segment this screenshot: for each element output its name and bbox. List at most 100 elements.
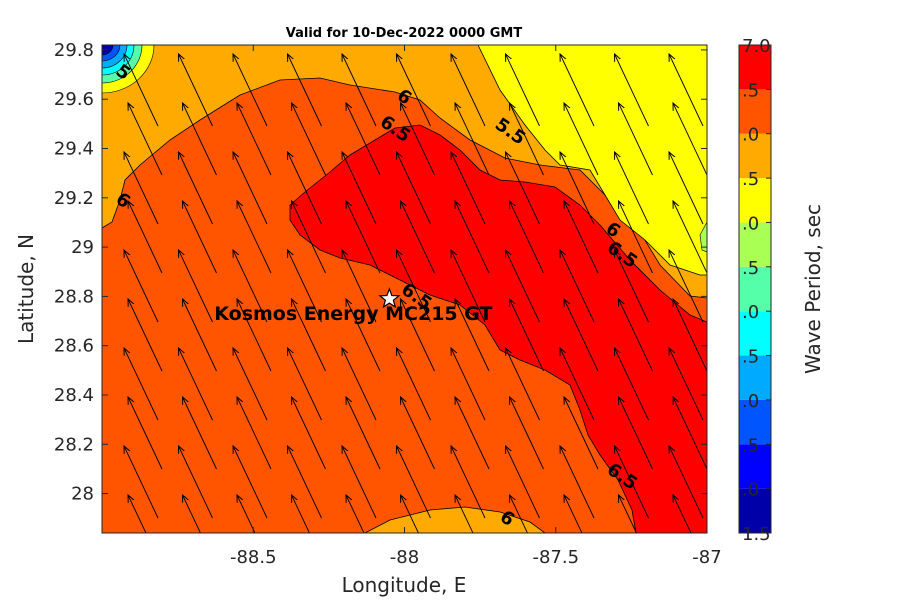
wave-arrow [619,397,653,470]
band-5.0-5.5 [477,45,707,276]
wave-arrow [124,446,159,519]
site-marker: Kosmos Energy MC215 GT [214,287,493,325]
wave-arrow [397,250,431,323]
wave-arrow [564,495,583,533]
wave-arrow [288,54,322,127]
wave-arrow [615,446,649,519]
wave-arrow [124,348,159,421]
wave-arrow [619,495,637,533]
colorbar: 1.5 .0 .5 .0 .5 .0 .5 .0 .5 .0 .5 7.0 [738,36,772,545]
wave-arrow [124,152,159,225]
wave-arrow [455,201,490,274]
colorbar-swatch [739,266,771,312]
wave-arrow [564,201,599,274]
y-tick-label: 28 [71,484,94,505]
colorbar-swatch [739,488,771,533]
wave-arrow [292,201,326,274]
x-tick-label: -88.5 [230,547,277,568]
colorbar-swatch [739,355,771,400]
wave-arrow [179,250,213,323]
colorbar-frame [738,44,772,534]
x-axis-ticks: -88.5 -88 -87.5 -87 [230,45,722,568]
colorbar-tick-label: .5 [742,347,759,368]
wave-arrow [237,201,272,274]
wave-arrow [397,348,431,421]
wave-arrow [183,397,217,470]
wave-arrow [401,495,419,533]
wave-arrow [179,152,213,225]
colorbar-tick-label: 7.0 [742,36,771,57]
wave-arrow [673,397,707,470]
chart-title: Valid for 10-Dec-2022 0000 GMT [286,26,523,41]
wave-arrow [673,495,692,533]
wave-arrow [510,495,528,533]
plot-area [102,45,707,533]
wave-arrow [397,446,431,519]
y-tick-label: 29.8 [54,40,94,61]
wave-arrow [560,348,595,421]
wave-arrow [455,397,490,470]
wave-arrow [128,397,163,470]
wave-arrow [346,201,381,274]
colorbar-tick-label: .0 [742,125,759,146]
wave-arrow [451,152,486,225]
site-label: Kosmos Energy MC215 GT [214,303,492,325]
wave-arrow [233,152,268,225]
wave-arrow [510,397,544,470]
wave-arrow [346,495,365,533]
colorbar-swatch [739,133,771,179]
wave-arrow [673,299,707,372]
wave-arrow [615,152,649,225]
y-tick-label: 28.8 [54,286,94,307]
wave-arrow [237,299,272,372]
wave-arrow [669,152,704,225]
colorbar-swatch [739,311,771,356]
band-5.5-6.0-south [364,506,546,533]
wave-arrow [673,201,707,274]
wave-arrow [506,250,540,323]
colorbar-tick-label: .5 [742,80,759,101]
wave-arrow [619,201,653,274]
wave-arrow [397,152,431,225]
wave-arrow [233,54,268,127]
wave-arrow [510,103,544,176]
wave-arrow [560,446,595,519]
wave-arrow [179,54,213,127]
wave-arrow [401,103,435,176]
wave-arrow [237,495,256,533]
wave-arrow [673,103,707,176]
wave-arrow [183,299,217,372]
x-axis-label: Longitude, E [342,573,467,597]
wave-arrow [288,446,322,519]
wave-arrow [506,152,540,225]
wave-arrow [128,103,163,176]
wave-arrow [288,348,322,421]
wave-arrow [124,250,159,323]
wave-arrow [342,446,377,519]
colorbar-tick-label: .5 [742,435,759,456]
y-tick-label: 29.2 [54,188,94,209]
wave-arrow [401,299,435,372]
wave-arrow [346,397,381,470]
wave-arrow [669,348,704,421]
wave-arrow [128,201,163,274]
wave-arrow [179,446,213,519]
wave-arrow [233,446,268,519]
wave-arrow [183,103,217,176]
colorbar-tick-label: .0 [742,302,759,323]
y-tick-label: 28.6 [54,336,94,357]
wave-arrow [451,348,486,421]
wave-arrow [564,103,599,176]
colorbar-swatch [739,399,771,445]
wave-arrow [451,446,486,519]
colorbar-tick-label: .0 [742,213,759,234]
wave-arrow [560,250,595,323]
wave-arrow [233,250,268,323]
wave-arrow [288,152,322,225]
wave-arrow [346,299,381,372]
wave-arrow [397,54,431,127]
wave-arrow [506,348,540,421]
y-tick-label: 28.4 [54,385,94,406]
colorbar-swatch [739,444,771,489]
